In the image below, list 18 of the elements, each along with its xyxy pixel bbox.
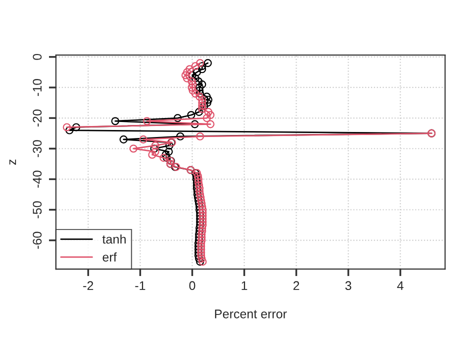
- x-tick-label: 1: [242, 281, 248, 290]
- x-tick-label: 0: [189, 281, 196, 290]
- y-tick-label: 0: [32, 54, 42, 60]
- x-tick-label: -1: [135, 281, 146, 290]
- y-tick-label: -10: [32, 78, 42, 96]
- x-axis-title: Percent error: [215, 310, 287, 318]
- x-tick-label: 4: [397, 281, 404, 290]
- x-tick-label: -2: [83, 281, 94, 290]
- y-tick-label: -60: [32, 232, 42, 249]
- legend-label: tanh: [102, 234, 126, 244]
- y-tick-label: -20: [32, 110, 42, 127]
- y-tick-label: -30: [32, 140, 42, 158]
- x-tick-label: 3: [345, 281, 352, 290]
- y-tick-label: -40: [32, 170, 42, 188]
- legend-label: erf: [102, 252, 117, 262]
- y-tick-label: -50: [32, 201, 42, 218]
- x-tick-label: 2: [293, 281, 300, 290]
- y-axis-title: z: [9, 160, 16, 165]
